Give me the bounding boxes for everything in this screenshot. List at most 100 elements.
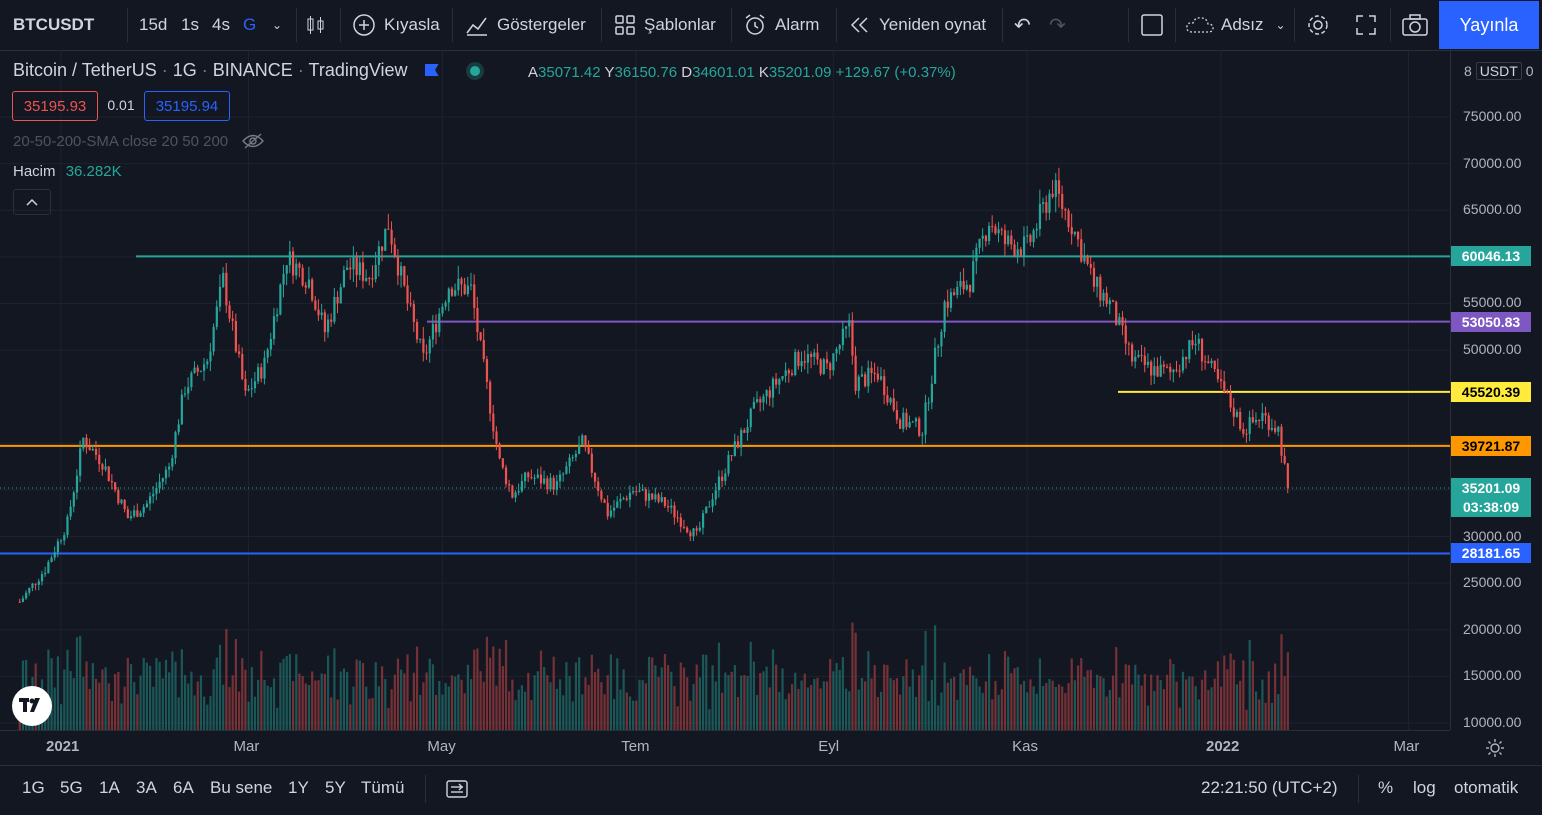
alert-button[interactable]: Alarm [743, 0, 819, 50]
indicators-button[interactable]: Göstergeler [465, 0, 586, 50]
symbol-search[interactable]: BTCUSDT [13, 15, 95, 34]
layout-name-label: Adsız [1221, 15, 1264, 34]
currency-selector[interactable]: 8 USDT 0 [1464, 62, 1534, 80]
volume-bar [1172, 664, 1175, 730]
volume-bar [320, 673, 323, 730]
chevron-down-icon[interactable]: ⌄ [272, 18, 283, 32]
sell-price-button[interactable]: 35195.93 [12, 91, 98, 121]
go-to-date-icon[interactable] [445, 778, 469, 805]
settings-gear-icon[interactable] [1305, 0, 1331, 50]
price-chart[interactable] [0, 51, 1450, 730]
change-value: +129.67 (+0.37%) [835, 64, 956, 81]
candle-body [1054, 180, 1057, 197]
volume-bar [558, 679, 562, 730]
volume-bar [276, 707, 279, 730]
volume-bar [546, 675, 549, 730]
range-3a[interactable]: 3A [136, 778, 157, 797]
fullscreen-icon[interactable] [1354, 0, 1378, 50]
volume-bar [647, 656, 651, 730]
volume-bar [768, 687, 771, 730]
flag-icon[interactable] [424, 64, 439, 76]
candle-body [558, 474, 562, 482]
sun-icon[interactable] [1485, 738, 1505, 763]
volume-bar [838, 669, 841, 730]
volume-value: 36.282K [65, 163, 122, 180]
range-1a[interactable]: 1A [99, 778, 120, 797]
layout-name-button[interactable]: Adsız ⌄ [1185, 0, 1286, 50]
candle-body [288, 251, 292, 266]
volume-bar [307, 685, 311, 730]
publish-button[interactable]: Yayınla [1439, 1, 1539, 49]
volume-bar [1121, 683, 1124, 730]
replay-button[interactable]: Yeniden oynat [849, 0, 986, 50]
volume-bar [1124, 664, 1127, 730]
candle-body [953, 292, 956, 295]
camera-icon[interactable] [1401, 0, 1429, 50]
compare-label: Kıyasla [384, 15, 440, 34]
range-all[interactable]: Tümü [361, 778, 405, 797]
candle-body [152, 493, 155, 497]
legend-exchange: BINANCE [212, 60, 293, 80]
candle-body [1172, 369, 1175, 373]
candle-body [708, 506, 711, 508]
layout-square-icon[interactable] [1140, 0, 1164, 50]
volume-bar [371, 697, 374, 730]
interval-15d[interactable]: 15d [139, 15, 168, 34]
replay-label: Yeniden oynat [879, 15, 987, 34]
candle-body [409, 303, 412, 305]
market-status-icon[interactable] [469, 66, 480, 76]
candle-body [1283, 455, 1286, 464]
volume-bar [206, 704, 209, 730]
candle-body [339, 287, 342, 304]
interval-1g[interactable]: G [243, 15, 257, 34]
volume-bar [82, 676, 85, 730]
clock[interactable]: 22:21:50 (UTC+2) [1201, 778, 1338, 797]
divider [296, 8, 297, 42]
price-axis[interactable] [1450, 51, 1542, 730]
interval-1s[interactable]: 1s [181, 15, 199, 34]
log-toggle[interactable]: log [1413, 778, 1436, 797]
auto-scale-toggle[interactable]: otomatik [1454, 778, 1519, 797]
candle-body [279, 284, 282, 315]
candle-body [1200, 338, 1204, 362]
time-axis[interactable] [0, 730, 1450, 765]
candle-body [1048, 193, 1051, 213]
candle-body [82, 437, 85, 449]
volume-bar [959, 673, 962, 730]
volume-bar [101, 669, 104, 730]
buy-price-button[interactable]: 35195.94 [144, 91, 230, 121]
volume-bar [705, 654, 708, 730]
templates-button[interactable]: Şablonlar [614, 0, 716, 50]
range-ytd[interactable]: Bu sene [210, 778, 273, 797]
volume-bar [622, 669, 625, 730]
volume-bar [813, 679, 816, 730]
interval-4s[interactable]: 4s [212, 15, 230, 34]
volume-bar [1080, 658, 1083, 730]
candle-body [1131, 344, 1134, 362]
candle-body [365, 277, 368, 281]
range-1y[interactable]: 1Y [288, 778, 309, 797]
candle-body [31, 583, 34, 588]
undo-icon[interactable]: ↶ [1014, 14, 1031, 37]
chevron-down-icon: ⌄ [1275, 18, 1286, 32]
compare-button[interactable]: Kıyasla [352, 0, 440, 50]
candle-body [107, 466, 110, 482]
volume-bar [1061, 686, 1064, 730]
volume-bar [1143, 674, 1146, 730]
volume-bar [965, 685, 968, 730]
eye-off-icon[interactable] [242, 133, 265, 150]
range-1g[interactable]: 1G [22, 778, 45, 797]
candle-style-icon[interactable] [305, 0, 327, 50]
range-5y[interactable]: 5Y [325, 778, 346, 797]
percent-toggle[interactable]: % [1378, 778, 1394, 797]
volume-bar [171, 651, 174, 730]
collapse-legend-button[interactable] [13, 189, 51, 215]
range-5g[interactable]: 5G [60, 778, 83, 797]
tradingview-logo[interactable] [12, 686, 52, 726]
redo-icon[interactable]: ↷ [1049, 14, 1066, 37]
range-6a[interactable]: 6A [173, 778, 194, 797]
volume-bar [326, 655, 330, 730]
plus-circle-icon [353, 14, 375, 36]
candle-body [126, 509, 129, 519]
volume-bar [797, 688, 800, 730]
